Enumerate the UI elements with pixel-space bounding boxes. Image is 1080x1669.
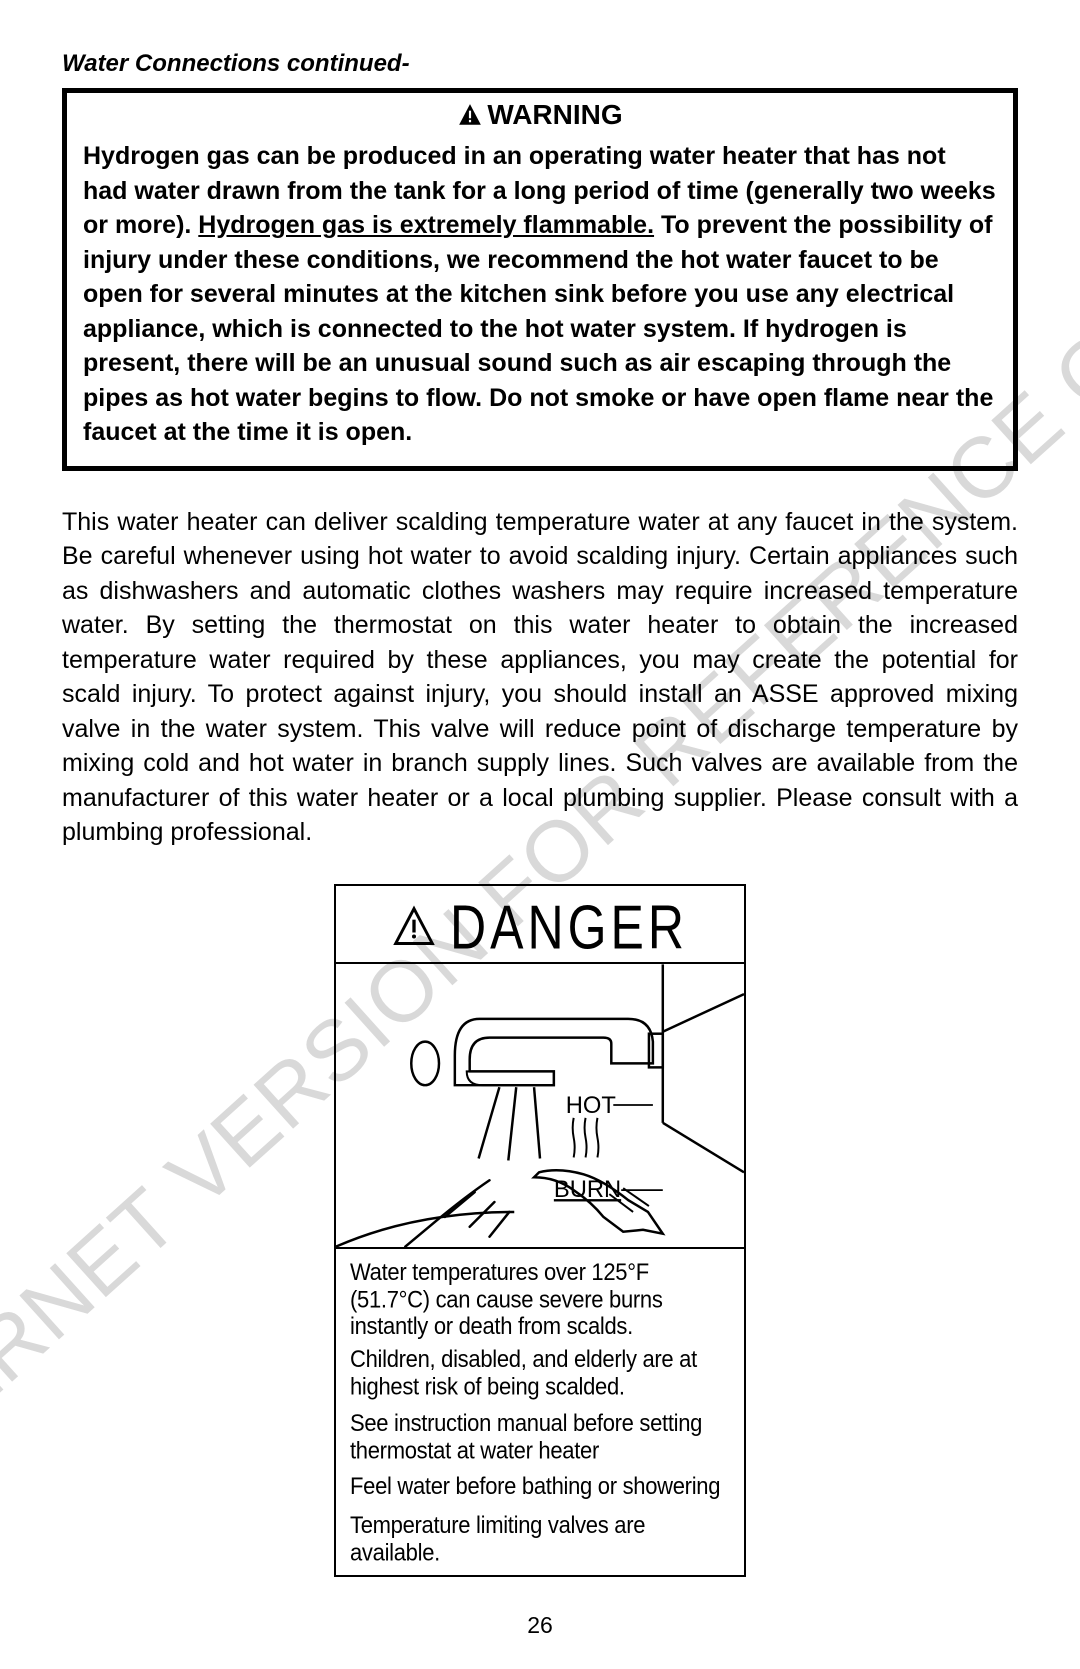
danger-line-3: See instruction manual before setting th… <box>350 1410 730 1464</box>
warning-underlined: Hydrogen gas is extremely flammable. <box>198 211 654 239</box>
danger-line-1: Water temperatures over 125°F (51.7°C) c… <box>350 1259 730 1340</box>
danger-line-4: Feel water before bathing or showering <box>350 1473 730 1500</box>
danger-illustration: HOT BURN <box>336 964 744 1249</box>
faucet-illustration: HOT BURN <box>336 964 744 1247</box>
danger-figure: DANGER <box>62 884 1018 1577</box>
danger-title: DANGER <box>450 890 688 963</box>
warning-part2: To prevent the possibility of injury und… <box>83 211 993 446</box>
warning-title: WARNING <box>487 99 622 131</box>
danger-line-5: Temperature limiting valves are availabl… <box>350 1512 730 1566</box>
body-paragraph: This water heater can deliver scalding t… <box>62 505 1018 850</box>
hot-label: HOT <box>566 1091 616 1118</box>
danger-box: DANGER <box>334 884 746 1577</box>
warning-triangle-icon <box>457 102 483 128</box>
burn-label: BURN <box>554 1176 621 1203</box>
danger-title-row: DANGER <box>336 886 744 964</box>
danger-text: Water temperatures over 125°F (51.7°C) c… <box>336 1249 744 1575</box>
section-header: Water Connections continued- <box>62 50 1018 78</box>
warning-header: WARNING <box>83 99 997 131</box>
warning-box: WARNING Hydrogen gas can be produced in … <box>62 88 1018 471</box>
danger-line-2: Children, disabled, and elderly are at h… <box>350 1346 730 1400</box>
page-number: 26 <box>0 1612 1080 1639</box>
warning-body: Hydrogen gas can be produced in an opera… <box>83 139 997 450</box>
danger-triangle-icon <box>392 905 436 949</box>
